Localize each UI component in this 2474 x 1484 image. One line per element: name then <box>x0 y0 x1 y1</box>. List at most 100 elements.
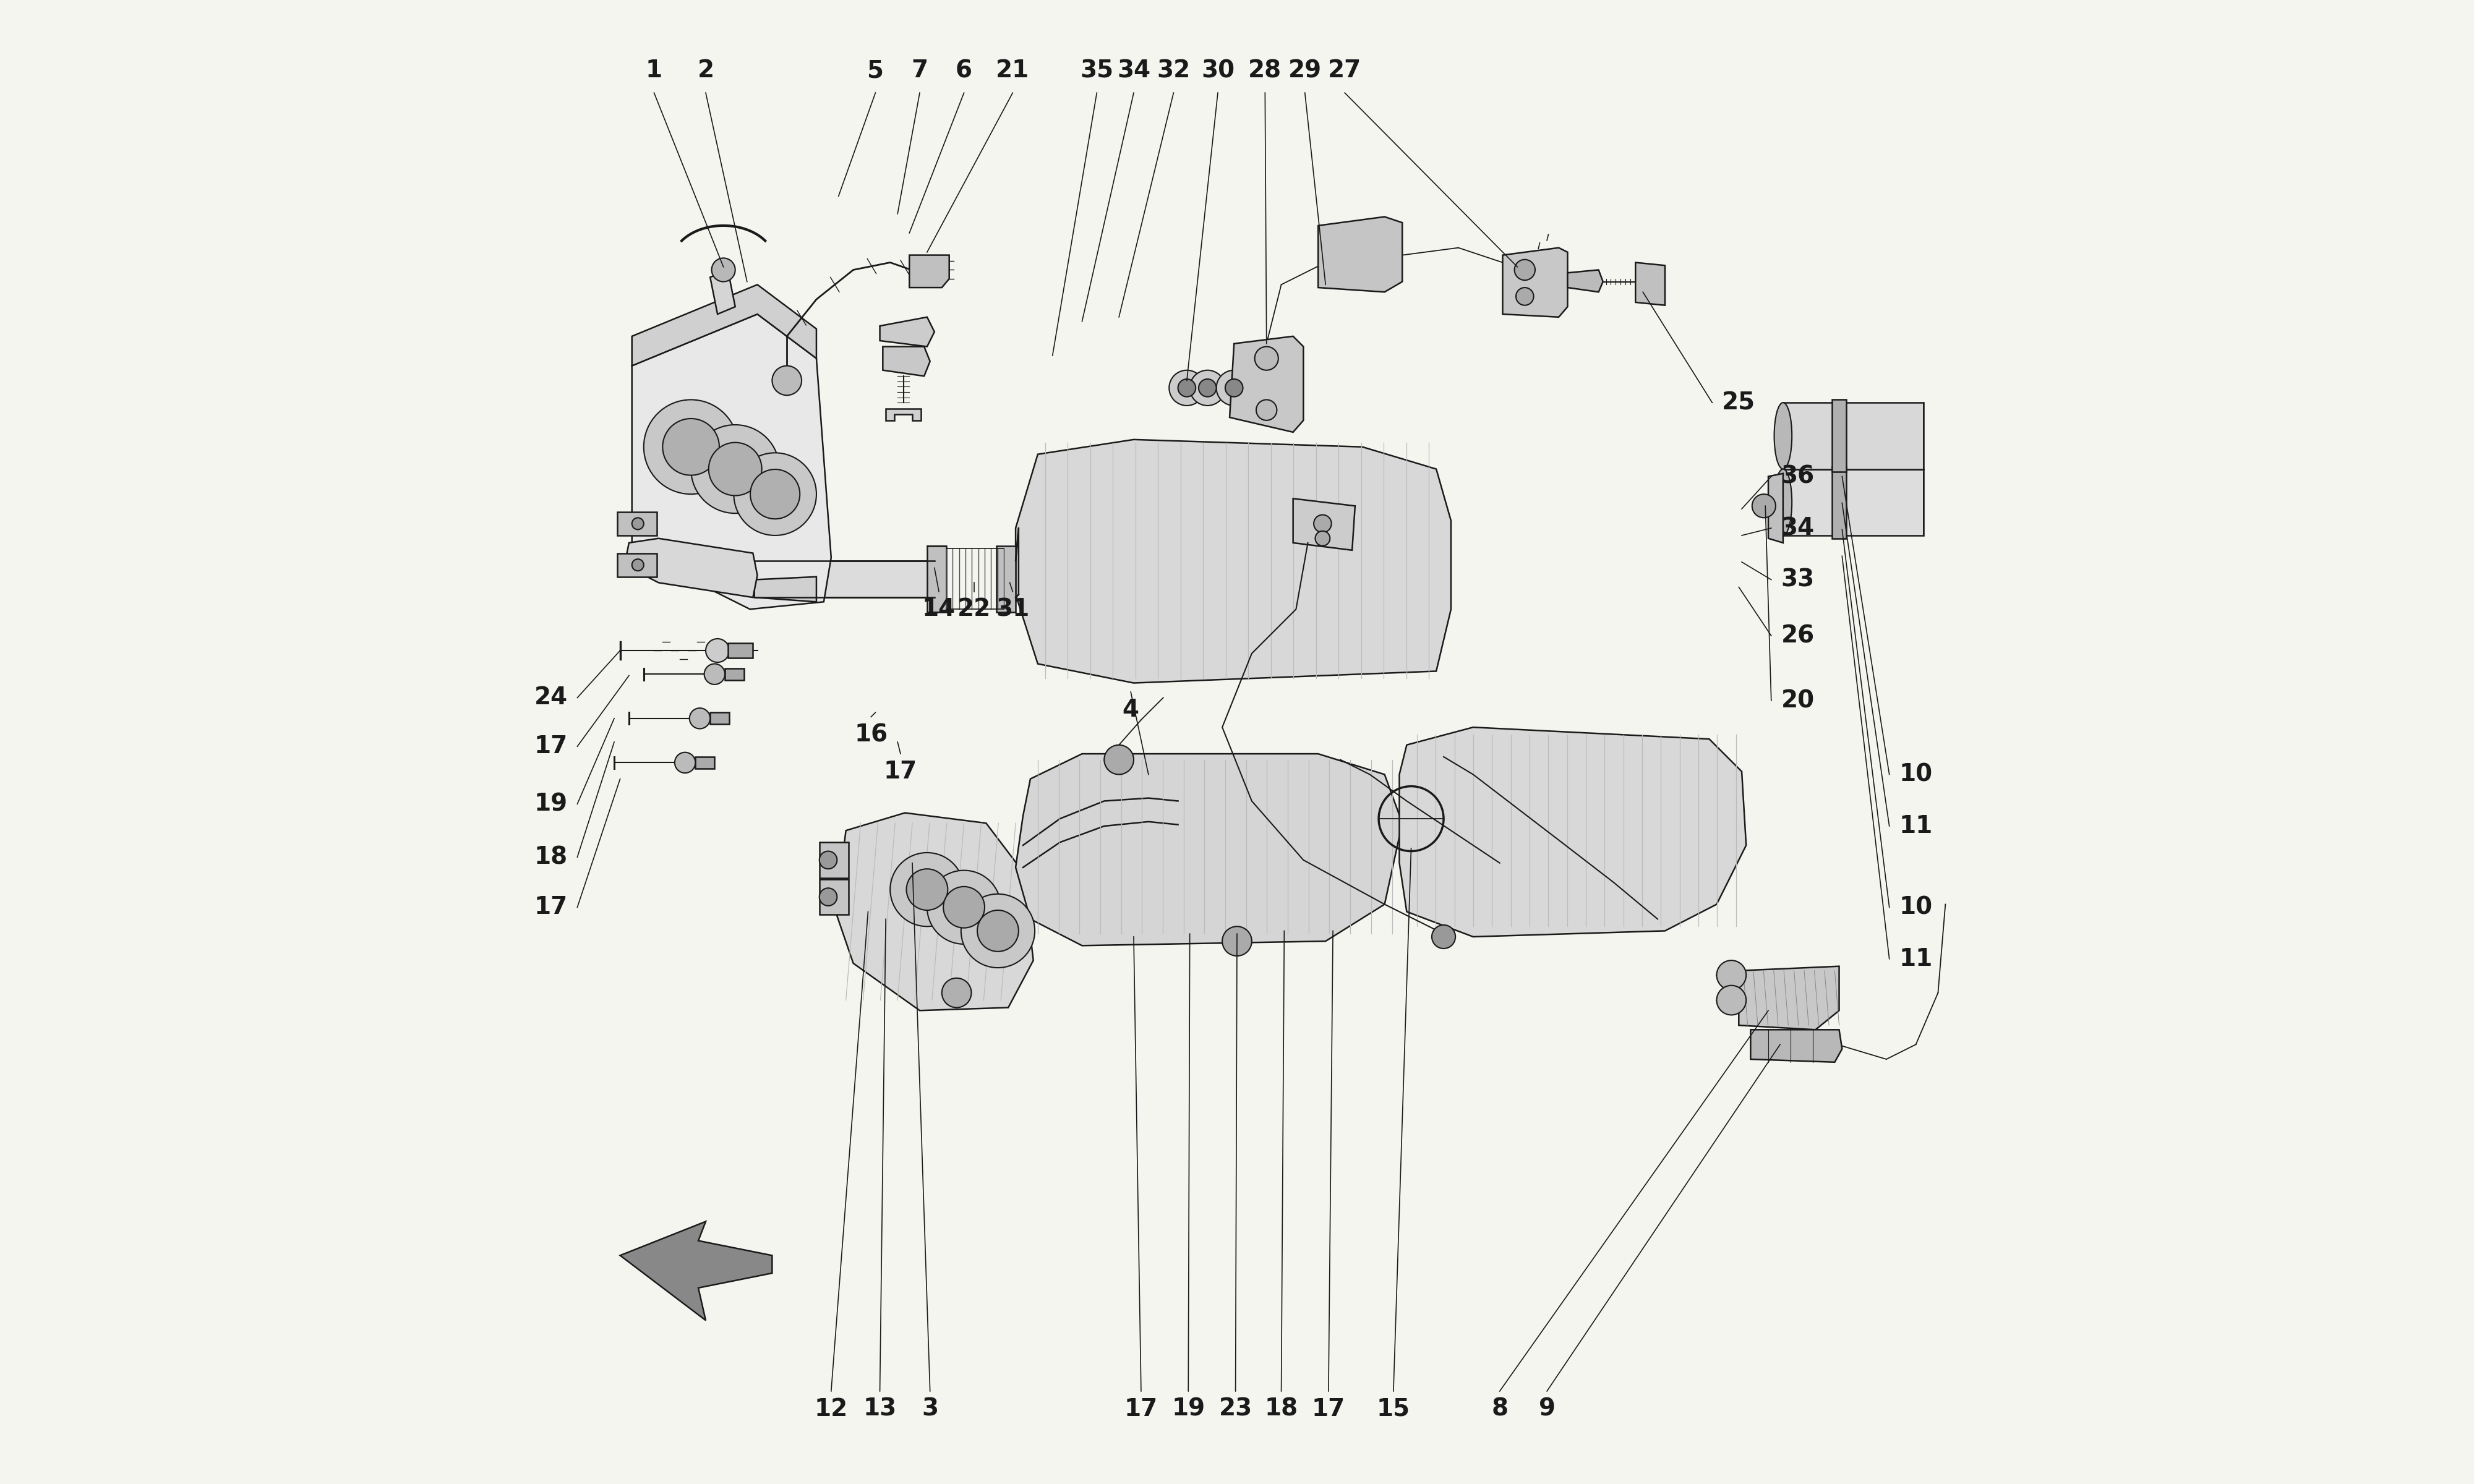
Polygon shape <box>836 813 1034 1011</box>
Text: 34: 34 <box>1781 516 1813 540</box>
Polygon shape <box>819 879 849 914</box>
Circle shape <box>819 887 836 905</box>
Text: 25: 25 <box>1722 390 1757 414</box>
Circle shape <box>1517 288 1534 306</box>
Polygon shape <box>1831 399 1846 472</box>
Text: 13: 13 <box>863 1396 896 1420</box>
Text: 7: 7 <box>910 59 928 83</box>
Text: 21: 21 <box>997 59 1029 83</box>
Circle shape <box>1316 531 1331 546</box>
Circle shape <box>928 870 1002 944</box>
Polygon shape <box>1230 337 1304 432</box>
Polygon shape <box>910 255 950 288</box>
Circle shape <box>663 418 720 475</box>
Text: 22: 22 <box>957 598 992 620</box>
Text: 26: 26 <box>1781 623 1813 647</box>
Text: 17: 17 <box>1123 1396 1158 1420</box>
Text: 16: 16 <box>854 723 888 746</box>
Text: 10: 10 <box>1900 763 1932 787</box>
Polygon shape <box>631 315 831 610</box>
Circle shape <box>977 910 1019 951</box>
Polygon shape <box>621 1221 772 1321</box>
Polygon shape <box>1635 263 1665 306</box>
Text: 17: 17 <box>1311 1396 1346 1420</box>
Circle shape <box>708 442 762 496</box>
Polygon shape <box>725 668 745 680</box>
Text: 24: 24 <box>534 686 567 709</box>
Circle shape <box>643 399 737 494</box>
Circle shape <box>1314 515 1331 533</box>
Text: 18: 18 <box>1264 1396 1299 1420</box>
Circle shape <box>750 469 799 519</box>
Polygon shape <box>710 270 735 315</box>
Text: 10: 10 <box>1900 895 1932 919</box>
Text: 11: 11 <box>1900 815 1932 838</box>
Text: 35: 35 <box>1081 59 1113 83</box>
Text: 28: 28 <box>1249 59 1282 83</box>
Circle shape <box>1717 960 1747 990</box>
Text: 14: 14 <box>923 598 955 620</box>
Text: 4: 4 <box>1123 697 1138 721</box>
Circle shape <box>1752 494 1776 518</box>
Polygon shape <box>1769 473 1784 543</box>
Polygon shape <box>1569 270 1603 292</box>
Text: 5: 5 <box>866 59 883 83</box>
Text: 27: 27 <box>1329 59 1361 83</box>
Polygon shape <box>1400 727 1747 936</box>
Circle shape <box>1514 260 1534 280</box>
Circle shape <box>1103 745 1133 775</box>
Circle shape <box>1432 925 1455 948</box>
Text: 17: 17 <box>534 895 567 919</box>
Circle shape <box>1217 370 1252 405</box>
Polygon shape <box>616 512 658 536</box>
Circle shape <box>675 752 695 773</box>
Polygon shape <box>755 561 935 598</box>
Circle shape <box>960 893 1034 968</box>
Polygon shape <box>883 347 930 375</box>
Circle shape <box>943 886 985 927</box>
Text: 19: 19 <box>534 792 567 816</box>
Text: 3: 3 <box>923 1396 938 1420</box>
Polygon shape <box>1319 217 1403 292</box>
Ellipse shape <box>1774 402 1791 469</box>
Polygon shape <box>1017 754 1403 945</box>
Text: 30: 30 <box>1200 59 1235 83</box>
Polygon shape <box>928 546 945 613</box>
Polygon shape <box>616 554 658 577</box>
Text: 19: 19 <box>1173 1396 1205 1420</box>
Circle shape <box>1190 370 1225 405</box>
Text: 2: 2 <box>698 59 715 83</box>
Ellipse shape <box>1774 469 1791 536</box>
Text: 18: 18 <box>534 846 567 868</box>
Circle shape <box>1222 926 1252 956</box>
Circle shape <box>772 365 802 395</box>
Polygon shape <box>819 843 849 877</box>
Polygon shape <box>1739 966 1838 1030</box>
Polygon shape <box>997 546 1017 613</box>
Text: 11: 11 <box>1900 947 1932 971</box>
Polygon shape <box>1831 466 1846 539</box>
Polygon shape <box>755 577 816 603</box>
Circle shape <box>1170 370 1205 405</box>
Circle shape <box>905 870 948 910</box>
Polygon shape <box>886 408 920 420</box>
Circle shape <box>1197 378 1217 396</box>
Circle shape <box>713 258 735 282</box>
Circle shape <box>735 453 816 536</box>
Text: 36: 36 <box>1781 464 1813 488</box>
Polygon shape <box>631 285 816 365</box>
Polygon shape <box>1784 402 1922 469</box>
Polygon shape <box>1294 499 1356 551</box>
Polygon shape <box>727 643 752 657</box>
Text: 31: 31 <box>997 598 1029 620</box>
Text: 32: 32 <box>1158 59 1190 83</box>
Text: 33: 33 <box>1781 568 1813 592</box>
Polygon shape <box>623 539 757 598</box>
Circle shape <box>819 852 836 870</box>
Text: 9: 9 <box>1539 1396 1556 1420</box>
Text: 20: 20 <box>1781 689 1813 712</box>
Text: 23: 23 <box>1220 1396 1252 1420</box>
Polygon shape <box>710 712 730 724</box>
Text: 29: 29 <box>1289 59 1321 83</box>
Polygon shape <box>1784 469 1922 536</box>
